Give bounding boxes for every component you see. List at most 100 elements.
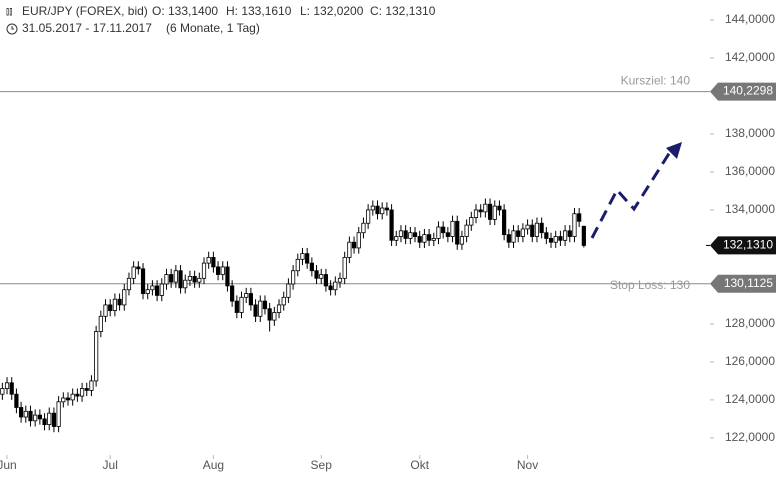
- candle-body: [323, 274, 329, 287]
- candle-body: [342, 257, 347, 279]
- candle-body: [234, 300, 239, 313]
- x-tick-label: Jun: [0, 458, 17, 472]
- candle-body: [178, 270, 183, 289]
- candle-body: [19, 407, 24, 418]
- candle-body: [441, 226, 446, 234]
- candle-body: [187, 276, 193, 281]
- chart-icon: ⫾⫾: [6, 7, 12, 18]
- candle-body: [192, 276, 197, 283]
- candle-body: [267, 308, 272, 321]
- level-name: Stop Loss: 130: [610, 278, 690, 292]
- y-tick-label: 128,0000: [725, 316, 775, 330]
- candle-body: [61, 397, 66, 403]
- plot: 144,0000 142,0000 138,0000 136,0000 134,0000…: [0, 12, 776, 472]
- header: ⫾⫾ EUR/JPY (FOREX, bid) O: 133,1400 H: 1…: [6, 4, 436, 35]
- candle-body: [534, 222, 540, 237]
- candle-body: [33, 414, 38, 422]
- candle-body: [361, 222, 366, 234]
- projection-path: [590, 151, 672, 239]
- level-tag-bg: [710, 274, 776, 293]
- candle-body: [225, 266, 230, 287]
- candle-body: [492, 205, 497, 220]
- candle-body: [281, 296, 286, 306]
- candle-body: [28, 410, 33, 422]
- candle-body: [244, 293, 249, 298]
- x-tick-label: Aug: [203, 458, 224, 472]
- y-tick-label: 136,0000: [725, 164, 775, 178]
- candle-body: [94, 331, 99, 382]
- clock-icon: [6, 23, 18, 35]
- candle-body: [351, 241, 357, 249]
- projection-arrow: [590, 142, 682, 239]
- candle-body: [562, 230, 568, 241]
- candle-body: [4, 382, 10, 389]
- candle-body: [248, 293, 253, 306]
- candle-body: [544, 232, 549, 239]
- candle-body: [164, 274, 169, 285]
- y-tick-label: 138,0000: [725, 126, 775, 140]
- candle-body: [431, 238, 436, 241]
- candle-body: [464, 224, 469, 237]
- candle-body: [389, 209, 394, 241]
- candle-body: [37, 414, 42, 420]
- candle-body: [483, 203, 488, 213]
- candle-body: [159, 283, 164, 296]
- candle-body: [478, 209, 483, 213]
- candle-body: [112, 298, 117, 312]
- candle-body: [445, 232, 450, 237]
- candle-body: [380, 207, 385, 215]
- candle-body: [333, 281, 338, 291]
- candle-body: [300, 253, 305, 260]
- candle-body: [150, 285, 155, 291]
- candle-body: [417, 236, 422, 243]
- candle-body: [131, 266, 136, 279]
- candle-body: [103, 304, 108, 317]
- last-price-tag-bg: [710, 236, 776, 255]
- candle-body: [286, 283, 291, 298]
- candle-body: [253, 304, 258, 317]
- candle-body: [56, 401, 61, 427]
- candle-body: [126, 277, 132, 291]
- candle-body: [79, 388, 85, 397]
- candle-body: [65, 397, 71, 401]
- x-tick-label: Jul: [103, 458, 118, 472]
- candle-body: [305, 253, 310, 264]
- candle-body: [201, 262, 207, 279]
- candle-body: [258, 300, 263, 317]
- candle-body: [558, 236, 563, 241]
- candle-body: [370, 205, 375, 211]
- arrow-head: [666, 142, 682, 159]
- ohlc-low: L: 132,0200: [300, 4, 364, 18]
- candle-body: [211, 257, 216, 268]
- candle-body: [497, 205, 502, 211]
- candle-body: [502, 209, 507, 236]
- candle-body: [197, 277, 202, 283]
- candle-body: [239, 296, 244, 313]
- level-tag: 140,2298: [723, 84, 773, 98]
- candle-body: [84, 388, 89, 391]
- date-range: 31.05.2017 - 17.11.2017: [22, 21, 152, 35]
- candle-body: [516, 230, 521, 237]
- candle-body: [412, 232, 418, 237]
- candle-body: [506, 234, 511, 243]
- candle-body: [215, 266, 221, 275]
- y-tick-label: 122,0000: [725, 430, 775, 444]
- candle-body: [169, 274, 174, 283]
- candle-body: [230, 285, 235, 302]
- candle-body: [356, 232, 361, 249]
- candle-body: [23, 410, 28, 418]
- candle-body: [548, 238, 554, 243]
- candle-body: [262, 300, 268, 310]
- candle-body: [459, 236, 465, 245]
- candle-body: [539, 222, 544, 234]
- candle-body: [422, 234, 427, 243]
- candle-body: [328, 285, 333, 291]
- level-tag-bg: [710, 82, 776, 101]
- candle-body: [70, 393, 75, 401]
- last-price-tag: 132,1310: [723, 238, 773, 252]
- candle-body: [295, 258, 300, 272]
- candle-body: [319, 274, 324, 279]
- level-tag: 130,1125: [724, 276, 773, 290]
- candle-body: [366, 209, 371, 224]
- symbol: EUR/JPY (FOREX, bid): [22, 4, 148, 18]
